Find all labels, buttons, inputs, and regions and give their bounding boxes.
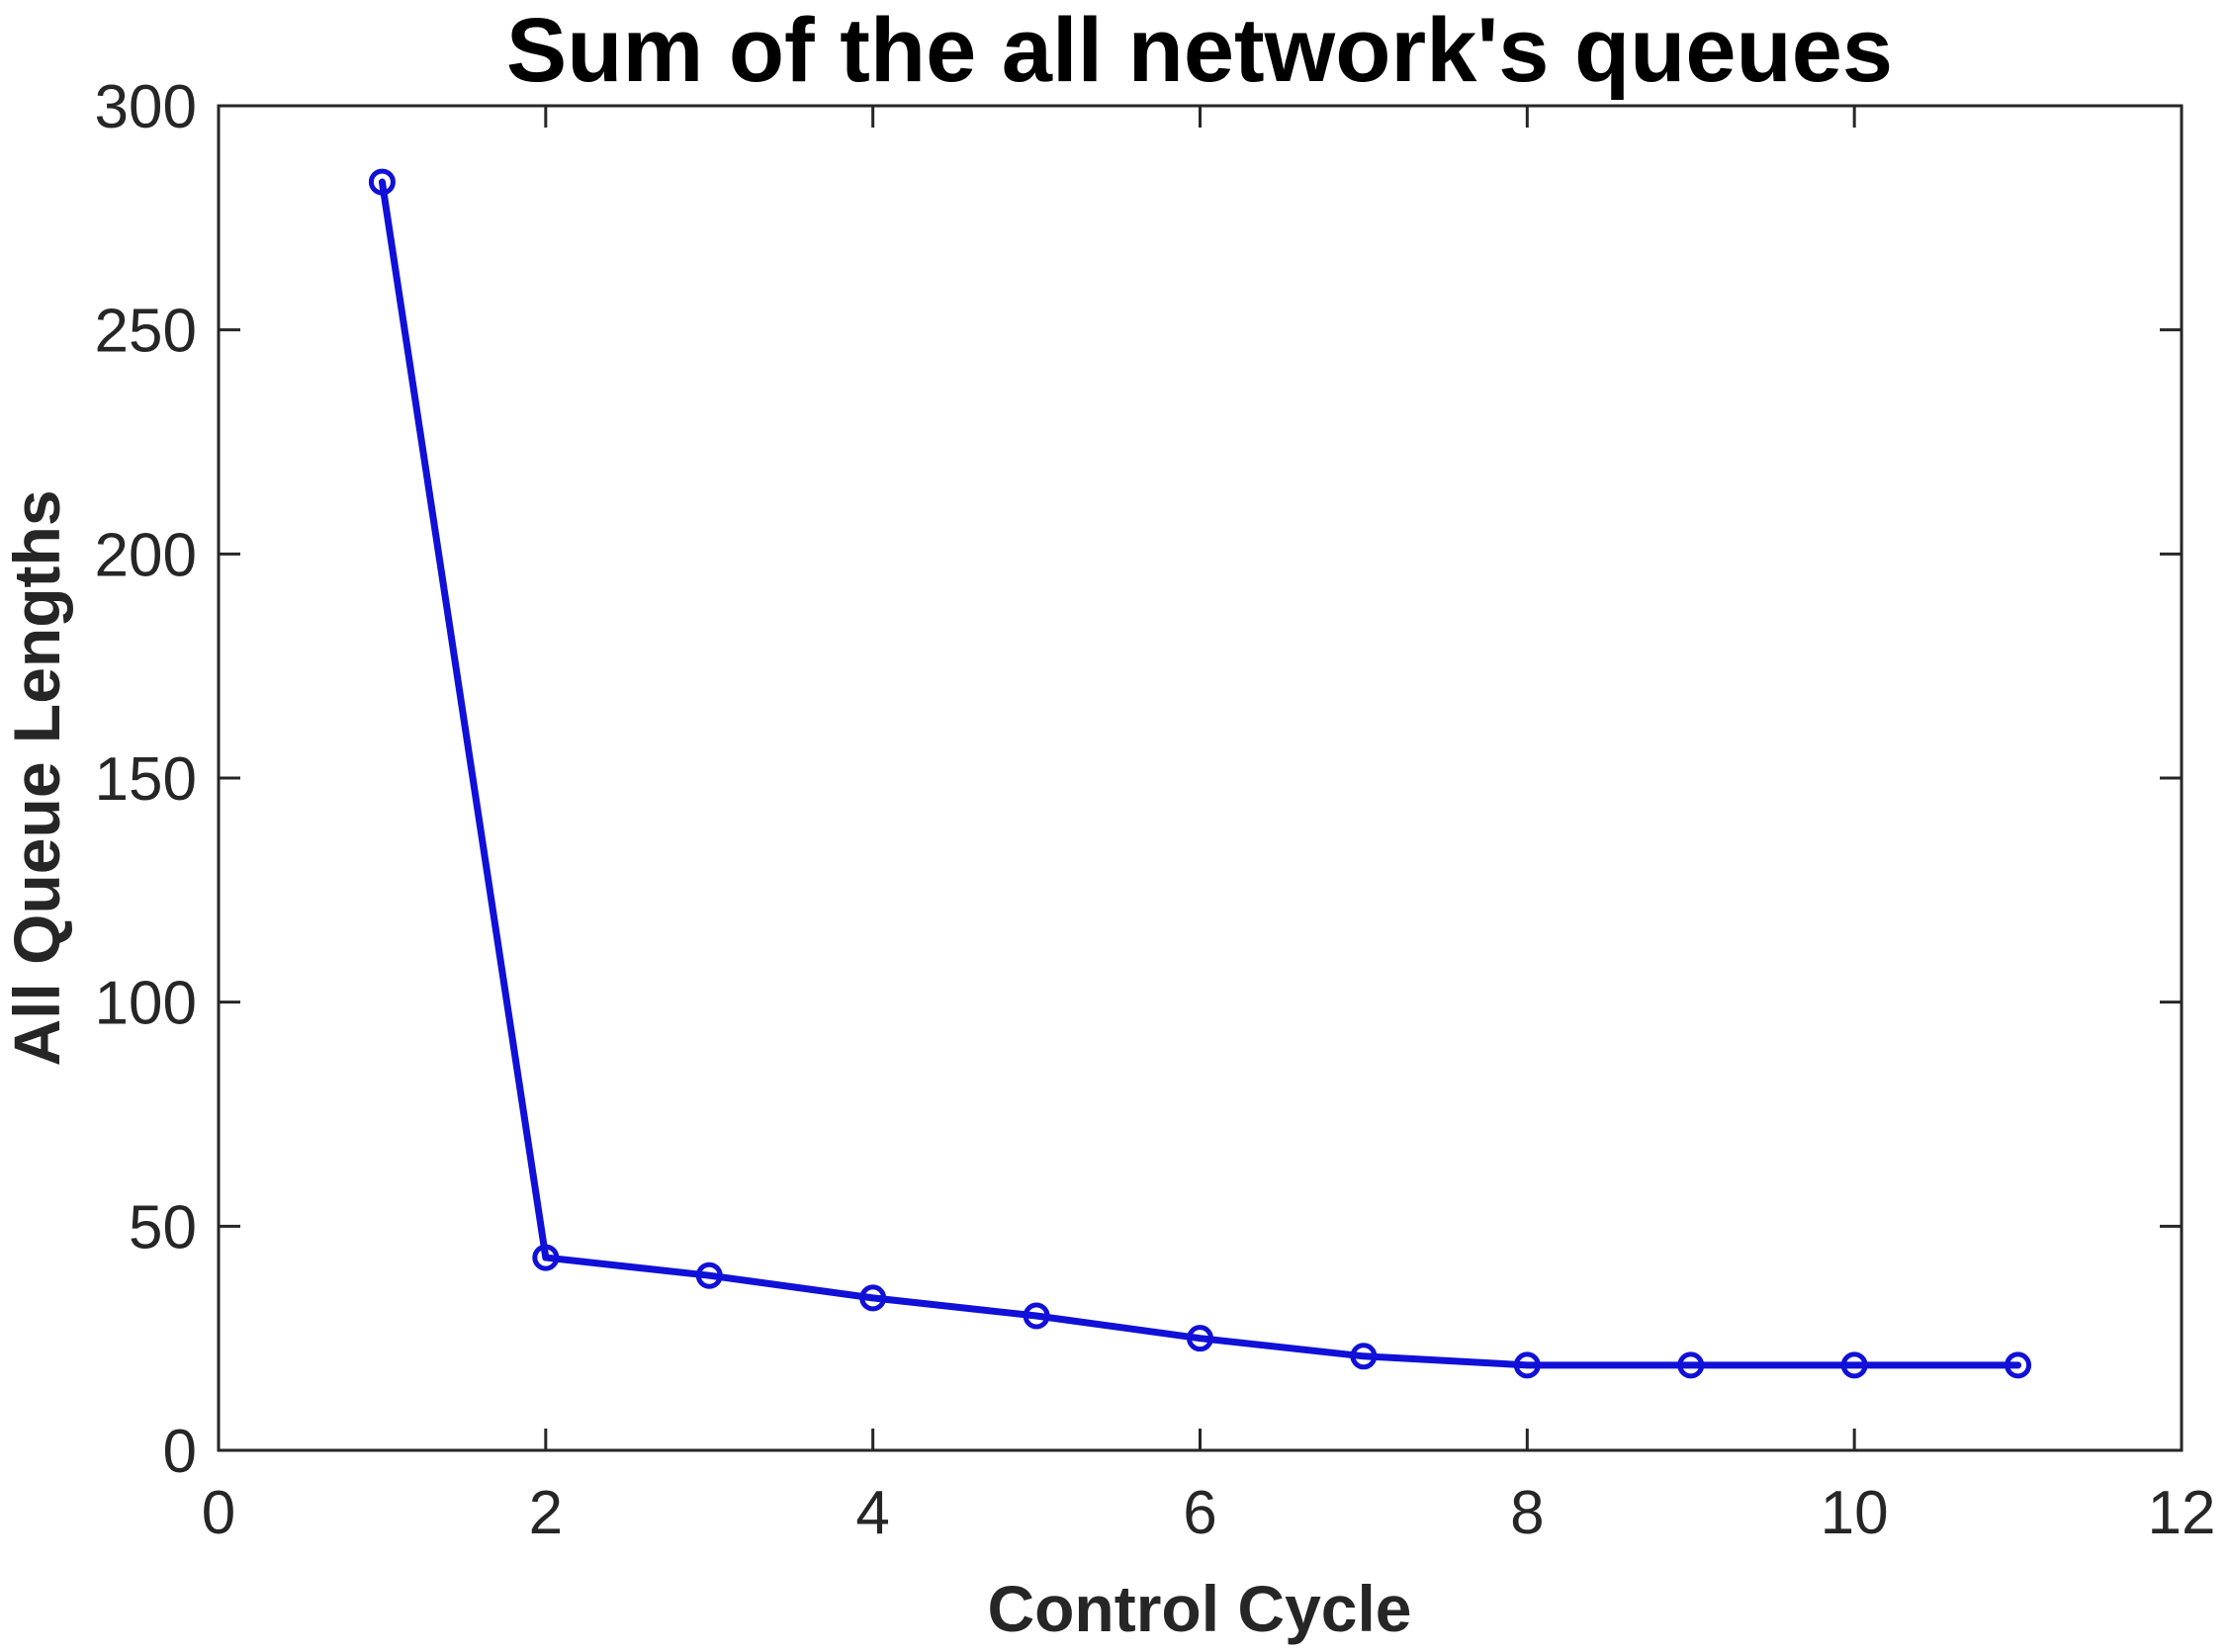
data-point-marker — [532, 1244, 560, 1271]
y-tick-label: 100 — [95, 970, 197, 1038]
x-tick-label: 0 — [202, 1479, 235, 1547]
x-tick-label: 12 — [2148, 1479, 2216, 1547]
data-point-marker — [2005, 1351, 2032, 1379]
data-point-marker — [695, 1261, 723, 1289]
data-point-marker — [859, 1284, 887, 1312]
x-tick-label: 6 — [1183, 1479, 1216, 1547]
data-point-marker — [368, 168, 396, 196]
y-tick-label: 50 — [129, 1193, 197, 1261]
data-point-marker — [1513, 1351, 1541, 1379]
x-tick-label: 8 — [1510, 1479, 1544, 1547]
data-point-marker — [1840, 1351, 1868, 1379]
plot-area: 0 2 4 6 8 10 12 0 50 100 150 200 250 300 — [95, 73, 2216, 1547]
data-point-marker — [1023, 1302, 1050, 1330]
axes-box — [217, 104, 2184, 1452]
y-tick-label: 0 — [163, 1418, 197, 1486]
x-tick-label: 4 — [855, 1479, 889, 1547]
y-tick-label: 250 — [95, 298, 197, 366]
y-axis-label: All Queue Lengths — [0, 489, 73, 1066]
x-tick-label: 2 — [529, 1479, 563, 1547]
data-series-line — [378, 178, 2022, 1369]
chart-title: Sum of the all network's queues — [506, 0, 1893, 101]
data-point-marker — [1187, 1325, 1213, 1352]
data-point-marker — [1350, 1343, 1378, 1370]
y-tick-label: 200 — [95, 521, 197, 589]
y-tick-label: 150 — [95, 745, 197, 814]
x-tick-label: 10 — [1821, 1479, 1889, 1547]
x-axis-label: Control Cycle — [987, 1572, 1411, 1645]
y-tick-label: 300 — [95, 73, 197, 141]
data-point-marker — [1677, 1351, 1705, 1379]
